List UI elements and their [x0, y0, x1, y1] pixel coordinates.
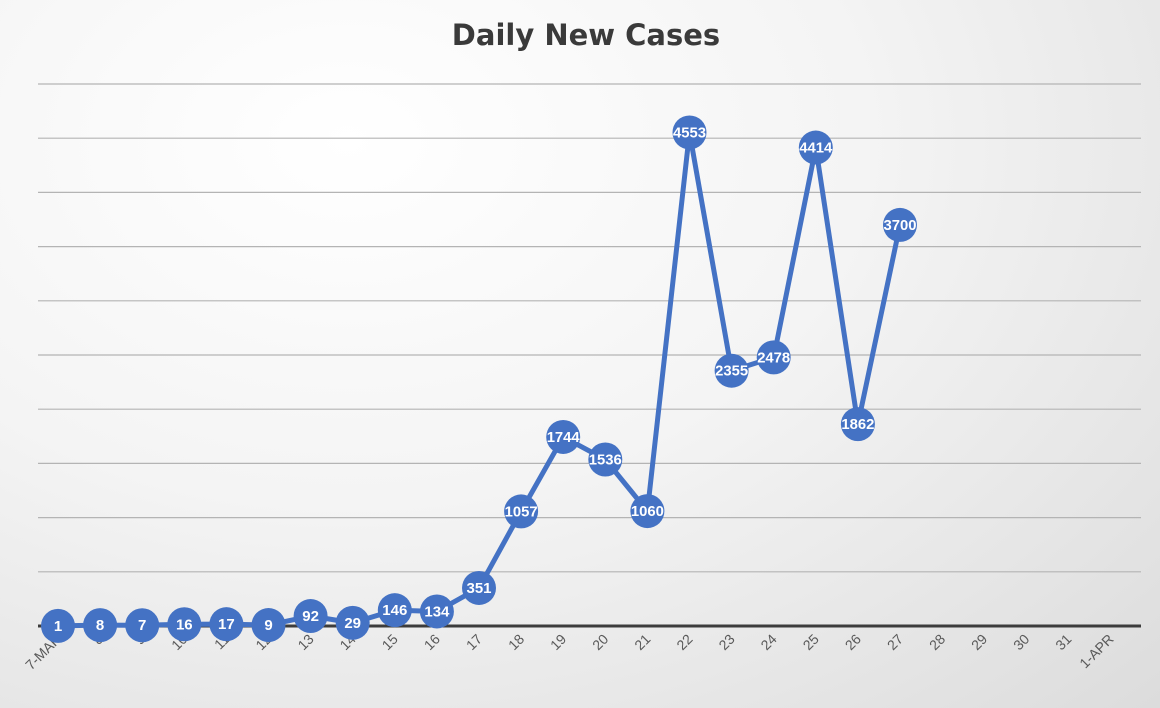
data-point — [588, 442, 623, 477]
data-label: 8 — [96, 617, 104, 634]
data-label: 4553 — [673, 124, 706, 141]
data-label: 1057 — [505, 503, 538, 520]
x-tick-label: 26 — [842, 631, 864, 653]
data-point — [840, 407, 875, 442]
data-label: 16 — [176, 616, 193, 633]
data-point — [756, 340, 791, 375]
x-tick-label: 23 — [715, 631, 737, 653]
data-label: 3700 — [884, 217, 917, 234]
x-tick-label: 21 — [631, 631, 653, 653]
data-point — [504, 494, 539, 529]
data-label: 1060 — [631, 503, 664, 520]
series-line — [55, 129, 903, 629]
chart-title: Daily New Cases — [451, 18, 721, 52]
x-tick-label: 27 — [884, 631, 906, 653]
data-point — [41, 608, 75, 643]
data-point — [251, 608, 286, 643]
x-tick-label: 30 — [1010, 631, 1032, 653]
x-tick-label: 18 — [505, 631, 527, 653]
data-label: 146 — [382, 602, 407, 619]
data-point — [83, 608, 118, 643]
data-point — [293, 599, 328, 634]
x-tick-label: 24 — [757, 631, 779, 653]
x-tick-label: 22 — [673, 631, 695, 653]
data-point — [672, 115, 707, 150]
x-tick-label: 31 — [1052, 631, 1074, 653]
data-label: 4414 — [799, 140, 833, 157]
data-label: 7 — [138, 617, 146, 634]
data-point — [125, 608, 160, 643]
data-label: 1536 — [589, 451, 622, 468]
data-point — [377, 593, 412, 628]
x-tick-label: 28 — [926, 631, 948, 653]
data-label: 134 — [424, 603, 450, 620]
data-label: 351 — [466, 580, 491, 597]
data-label: 1 — [54, 618, 62, 635]
data-point — [462, 570, 496, 605]
data-label: 2478 — [757, 349, 790, 366]
x-tick-label: 20 — [589, 631, 611, 653]
data-point — [209, 607, 244, 642]
x-tick-label: 1-APR — [1076, 631, 1116, 671]
data-label: 1744 — [547, 429, 581, 446]
data-point — [798, 130, 833, 165]
data-label: 17 — [218, 616, 235, 633]
x-tick-label: 13 — [294, 631, 316, 653]
x-tick-label: 29 — [968, 631, 990, 653]
x-tick-label: 15 — [379, 631, 401, 653]
data-label: 1862 — [841, 416, 874, 433]
x-tick-label: 19 — [547, 631, 569, 653]
data-label: 9 — [264, 617, 272, 634]
data-point — [335, 605, 370, 640]
data-point — [630, 494, 665, 529]
data-label: 29 — [344, 615, 361, 632]
data-point — [546, 419, 581, 454]
x-tick-label: 17 — [463, 631, 485, 653]
data-label: 2355 — [715, 363, 748, 380]
x-tick-label: 16 — [421, 631, 443, 653]
data-point — [419, 594, 454, 629]
x-tick-label: 25 — [800, 631, 822, 653]
data-point — [167, 607, 202, 642]
data-label: 92 — [302, 608, 319, 625]
data-point — [714, 353, 749, 388]
data-point — [883, 207, 917, 242]
